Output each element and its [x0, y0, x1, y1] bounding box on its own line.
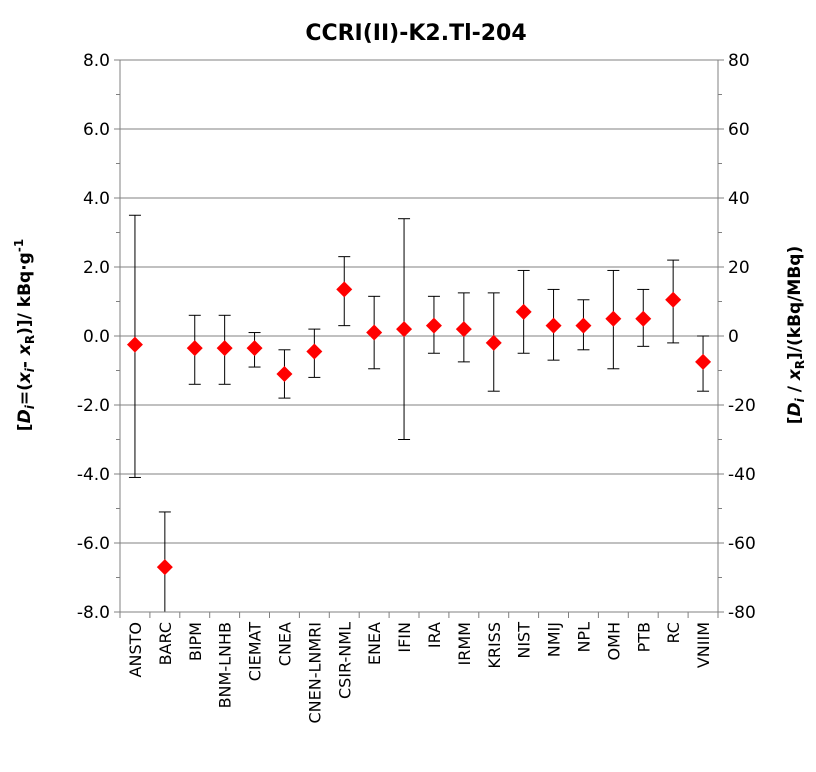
data-point	[366, 324, 383, 341]
right-tick-label: -60	[728, 534, 756, 554]
right-tick-label: -80	[728, 603, 756, 623]
right-axis-label: [Di / xR]/(kBq/MBq)	[785, 246, 807, 425]
category-label: KRISS	[485, 622, 504, 669]
right-tick-label: 40	[728, 189, 750, 209]
left-tick-label: 4.0	[83, 189, 110, 209]
left-tick-label: 8.0	[83, 51, 110, 71]
right-axis-ticks: 80 60 40 20 0 -20 -40 -60 -80	[718, 51, 756, 623]
category-label: ENEA	[365, 622, 384, 665]
category-label: VNIIM	[694, 622, 713, 668]
error-bars	[128, 214, 710, 612]
category-label: RC	[664, 622, 683, 644]
data-point	[635, 310, 652, 327]
data-point	[695, 353, 712, 370]
category-label: CNEA	[275, 622, 294, 666]
data-point	[306, 343, 323, 360]
data-point	[126, 336, 143, 353]
right-tick-label: 80	[728, 51, 750, 71]
right-tick-label: -20	[728, 396, 756, 416]
category-label: CSIR-NML	[335, 622, 354, 699]
category-label: PTB	[634, 622, 653, 652]
data-point	[425, 317, 442, 334]
category-label: IFIN	[395, 622, 414, 653]
data-point	[485, 334, 502, 351]
data-point	[665, 291, 682, 308]
data-point	[575, 317, 592, 334]
right-tick-label: 20	[728, 258, 750, 278]
data-point	[156, 559, 173, 576]
data-point	[515, 303, 532, 320]
category-label: BNM-LNHB	[216, 622, 235, 708]
right-tick-label: -40	[728, 465, 756, 485]
data-point	[336, 281, 353, 298]
category-label: CNEN-LNMRI	[305, 622, 324, 724]
data-point	[605, 310, 622, 327]
right-tick-label: 0	[728, 327, 739, 347]
category-labels: ANSTO BARC BIPM BNM-LNHB CIEMAT CNEA CNEN-LNMR…	[119, 612, 719, 724]
data-point	[545, 317, 562, 334]
left-tick-label: -2.0	[77, 396, 110, 416]
left-tick-label: -6.0	[77, 534, 110, 554]
category-label: BARC	[156, 622, 175, 665]
category-label: IRA	[425, 622, 444, 648]
left-tick-label: -8.0	[77, 603, 110, 623]
data-point	[455, 321, 472, 338]
left-tick-label: -4.0	[77, 465, 110, 485]
right-tick-label: 60	[728, 120, 750, 140]
data-point	[216, 340, 233, 357]
data-point	[246, 340, 263, 357]
category-label: IRMM	[455, 622, 474, 665]
chart-title: CCRI(II)-K2.Tl-204	[305, 21, 526, 46]
category-label: NMIJ	[545, 622, 564, 657]
category-label: ANSTO	[126, 622, 145, 677]
left-axis-ticks: 8.0 6.0 4.0 2.0 0.0 -2.0 -4.0 -6.0 -8.0	[77, 51, 120, 623]
category-label: OMH	[604, 622, 623, 660]
gridlines	[120, 59, 718, 613]
category-label: NPL	[574, 622, 593, 653]
left-tick-label: 6.0	[83, 120, 110, 140]
left-tick-label: 0.0	[83, 327, 110, 347]
data-point	[276, 365, 293, 382]
left-tick-label: 2.0	[83, 258, 110, 278]
data-markers	[126, 281, 712, 576]
category-label: CIEMAT	[246, 622, 265, 682]
left-axis-label: [Di=(xi- xR)]/ kBq·g-1	[12, 239, 37, 431]
category-label: NIST	[515, 622, 534, 659]
data-point	[396, 321, 413, 338]
data-point	[186, 340, 203, 357]
category-label: BIPM	[186, 622, 205, 661]
